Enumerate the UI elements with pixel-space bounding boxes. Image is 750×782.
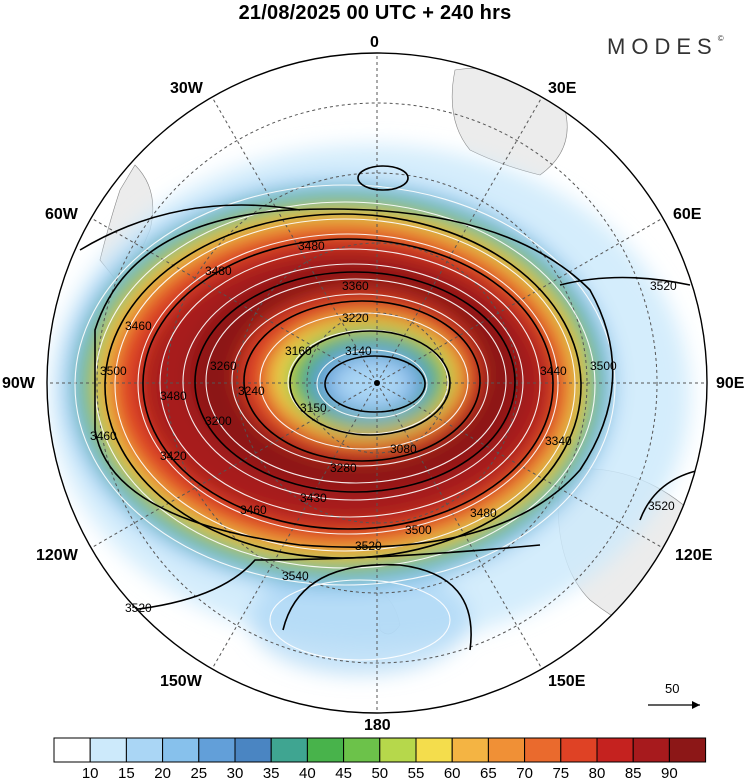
modes-logo: MODES©: [607, 34, 724, 60]
contour-label: 3420: [160, 449, 187, 463]
contour-label: 3340: [545, 434, 572, 448]
contour-label: 3220: [342, 311, 369, 325]
contour-label: 3460: [240, 503, 267, 517]
map-disk: [47, 53, 707, 713]
lon-label-150e: 150E: [548, 673, 586, 690]
contour-label: 3460: [125, 319, 152, 333]
lon-label-90w: 90W: [2, 375, 35, 392]
contour-label: 3160: [285, 344, 312, 358]
lon-label-60e: 60E: [673, 206, 702, 223]
contour-label: 3460: [90, 429, 117, 443]
height-contours: [79, 165, 701, 651]
contour-label: 3440: [540, 364, 567, 378]
contour-label: 3080: [390, 442, 417, 456]
contour-label: 3500: [590, 359, 617, 373]
lon-label-150w: 150W: [160, 673, 202, 690]
pole-marker: [374, 380, 380, 386]
contour-label: 3520: [355, 539, 382, 553]
contour-label: 3480: [160, 389, 187, 403]
lon-label-120w: 120W: [36, 547, 78, 564]
lon-label-90e: 90E: [716, 375, 745, 392]
lon-label-30w: 30W: [170, 80, 203, 97]
contour-label: 3430: [300, 491, 327, 505]
contour-label: 3480: [298, 239, 325, 253]
contour-label: 3280: [330, 461, 357, 475]
contour-label: 3480: [205, 264, 232, 278]
contour-label: 3540: [282, 569, 309, 583]
contour-label: 3500: [100, 364, 127, 378]
chart-title: 21/08/2025 00 UTC + 240 hrs: [238, 2, 512, 24]
contour-label-group: 3480 3480 3500 3360 3220 3160 3140 3240 …: [90, 239, 677, 615]
contour-label: 3520: [648, 499, 675, 513]
contour-label: 3260: [210, 359, 237, 373]
contour-label: 3520: [650, 279, 677, 293]
contour-label: 3480: [470, 506, 497, 520]
contour-label: 3500: [405, 523, 432, 537]
contour-label: 3150: [300, 401, 327, 415]
lon-label-180: 180: [364, 717, 391, 734]
copyright-mark: ©: [717, 34, 724, 43]
contour-label: 3520: [125, 601, 152, 615]
reference-vector-label: 50: [665, 681, 680, 696]
lon-label-30e: 30E: [548, 80, 577, 97]
contour-label: 3140: [345, 344, 372, 358]
lon-label-0: 0: [370, 34, 379, 51]
brand-name: MODES: [607, 34, 718, 59]
lon-label-120e: 120E: [675, 547, 713, 564]
contour-label: 3360: [342, 279, 369, 293]
contour-label: 3200: [205, 414, 232, 428]
contour-label: 3240: [238, 384, 265, 398]
lon-label-60w: 60W: [45, 206, 78, 223]
